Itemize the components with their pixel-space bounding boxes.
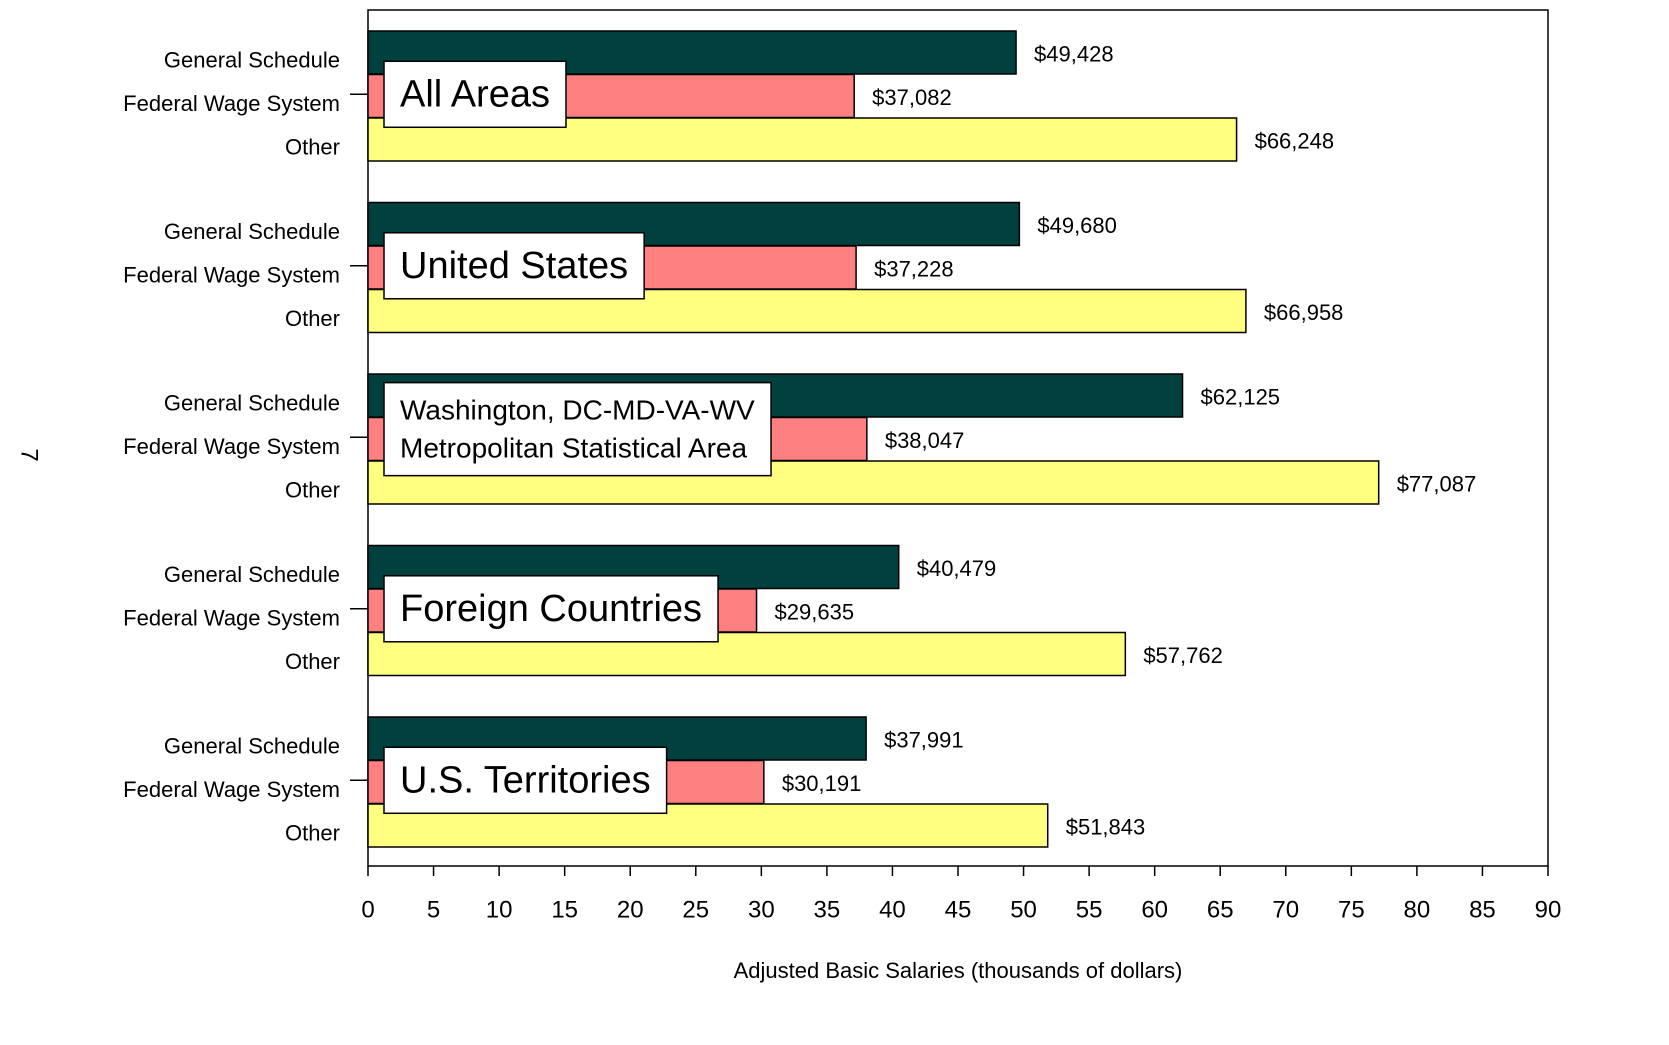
- x-tick-label: 45: [945, 896, 972, 923]
- x-tick-label: 15: [551, 896, 578, 923]
- category-label: United States: [400, 245, 628, 287]
- value-label: $40,479: [917, 556, 997, 581]
- series-label: Federal Wage System: [123, 777, 340, 802]
- value-label: $51,843: [1066, 814, 1146, 839]
- series-label: Federal Wage System: [123, 434, 340, 459]
- series-label: Federal Wage System: [123, 605, 340, 630]
- series-label: General Schedule: [164, 219, 340, 244]
- value-label: $66,248: [1255, 128, 1335, 153]
- x-tick-label: 65: [1207, 896, 1234, 923]
- value-label: $49,428: [1034, 41, 1114, 66]
- x-tick-label: 50: [1010, 896, 1037, 923]
- series-label: Federal Wage System: [123, 91, 340, 116]
- value-label: $38,047: [885, 428, 965, 453]
- x-axis-title: Adjusted Basic Salaries (thousands of do…: [734, 958, 1183, 983]
- x-tick-label: 55: [1076, 896, 1103, 923]
- x-tick-label: 90: [1535, 896, 1562, 923]
- category-box: All Areas: [383, 60, 567, 129]
- series-label: General Schedule: [164, 733, 340, 758]
- category-box: Foreign Countries: [383, 575, 719, 643]
- value-label: $29,635: [775, 599, 855, 624]
- x-tick-label: 70: [1272, 896, 1299, 923]
- x-tick-label: 85: [1469, 896, 1496, 923]
- x-tick-label: 25: [682, 896, 709, 923]
- value-label: $57,762: [1143, 643, 1223, 668]
- x-tick-label: 60: [1141, 896, 1168, 923]
- series-label: Other: [285, 134, 340, 159]
- x-tick-label: 30: [748, 896, 775, 923]
- category-box-bg: [383, 381, 772, 477]
- category-box-bg: [383, 575, 719, 643]
- value-label: $37,991: [884, 727, 964, 752]
- category-box-bg: [383, 232, 645, 300]
- category-label: Foreign Countries: [400, 588, 702, 630]
- category-box-bg: [383, 60, 567, 129]
- series-label: Other: [285, 820, 340, 845]
- value-label: $30,191: [782, 771, 862, 796]
- x-tick-label: 0: [361, 896, 374, 923]
- page-number: 7: [16, 448, 43, 461]
- value-label: $37,228: [874, 256, 954, 281]
- value-label: $77,087: [1397, 471, 1477, 496]
- x-tick-label: 10: [486, 896, 513, 923]
- series-label: Other: [285, 649, 340, 674]
- category-box: United States: [383, 232, 645, 300]
- value-label: $49,680: [1037, 213, 1117, 238]
- value-label: $37,082: [872, 85, 952, 110]
- category-label: Washington, DC-MD-VA-WV Metropolitan Stat…: [400, 395, 755, 464]
- series-label: Other: [285, 306, 340, 331]
- category-box: Washington, DC-MD-VA-WV Metropolitan Stat…: [383, 381, 772, 477]
- x-tick-label: 35: [814, 896, 841, 923]
- value-label: $66,958: [1264, 300, 1344, 325]
- category-box-bg: [383, 746, 668, 815]
- series-label: Other: [285, 477, 340, 502]
- x-tick-label: 80: [1404, 896, 1431, 923]
- value-label: $62,125: [1201, 384, 1281, 409]
- series-label: General Schedule: [164, 562, 340, 587]
- series-label: General Schedule: [164, 390, 340, 415]
- category-label: U.S. Territories: [400, 759, 651, 801]
- series-label: General Schedule: [164, 47, 340, 72]
- x-tick-label: 5: [427, 896, 440, 923]
- x-tick-label: 20: [617, 896, 644, 923]
- x-tick-label: 40: [879, 896, 906, 923]
- x-tick-label: 75: [1338, 896, 1365, 923]
- category-box: U.S. Territories: [383, 746, 668, 815]
- series-label: Federal Wage System: [123, 262, 340, 287]
- category-label: All Areas: [400, 73, 550, 115]
